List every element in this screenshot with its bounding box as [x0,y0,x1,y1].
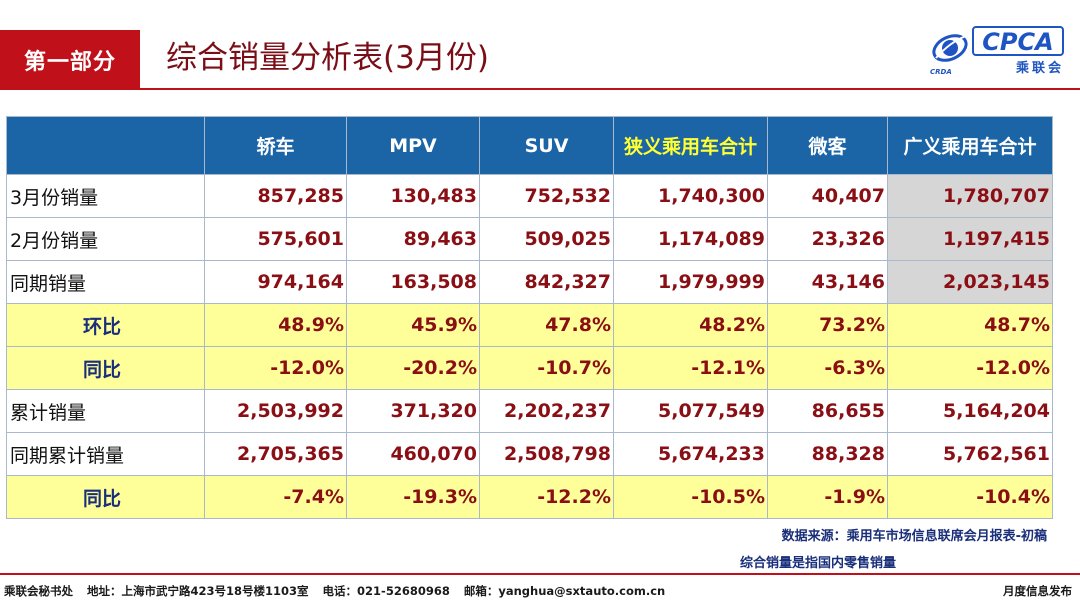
table-cell: 2,202,237 [479,389,614,433]
footer-monthly-release: 月度信息发布 [1003,584,1072,598]
column-header: 狭义乘用车合计 [613,116,768,175]
table-cell: 5,762,561 [887,432,1053,476]
table-cell: -12.0% [204,346,347,390]
table-cell: 5,674,233 [613,432,768,476]
table-cell: 88,328 [767,432,888,476]
table-cell: -12.2% [479,475,614,519]
table-row: 同比 -12.0% -20.2% -10.7% -12.1% -6.3% -12… [6,346,1053,390]
footer-divider [0,573,1080,575]
table-cell: 43,146 [767,260,888,304]
definition-note: 综合销量是指国内零售销量 [740,556,897,571]
column-header: 轿车 [204,116,347,175]
table-cell: 2,503,992 [204,389,347,433]
table-cell: 163,508 [346,260,480,304]
logo-text: CPCA [972,26,1064,56]
table-cell: 47.8% [479,303,614,347]
table-row: 同期累计销量 2,705,365 460,070 2,508,798 5,674… [6,432,1053,476]
table-cell: -10.4% [887,475,1053,519]
footer-address: 地址：上海市武宁路423号18号楼1103室 [87,584,309,598]
table-cell: -12.0% [887,346,1053,390]
table-cell: 23,326 [767,217,888,261]
row-label: 同期销量 [6,260,205,304]
table-cell: 48.7% [887,303,1053,347]
table-cell: 45.9% [346,303,480,347]
table-row: 环比 48.9% 45.9% 47.8% 48.2% 73.2% 48.7% [6,303,1053,347]
table-cell: 48.2% [613,303,768,347]
table-cell: 1,174,089 [613,217,768,261]
column-header: MPV [346,116,480,175]
table-cell: 2,023,145 [887,260,1053,304]
table-row: 同期销量 974,164 163,508 842,327 1,979,999 4… [6,260,1053,304]
table-cell: 1,979,999 [613,260,768,304]
table-row: 累计销量 2,503,992 371,320 2,202,237 5,077,5… [6,389,1053,433]
table-cell: 509,025 [479,217,614,261]
footer-phone: 电话：021-52680968 [322,584,450,598]
table-cell: -19.3% [346,475,480,519]
row-label: 2月份销量 [6,217,205,261]
table-cell: 371,320 [346,389,480,433]
table-cell: 752,532 [479,174,614,218]
table-cell: 2,705,365 [204,432,347,476]
section-label: 第一部分 [23,50,116,75]
row-label: 累计销量 [6,389,205,433]
column-header: SUV [479,116,614,175]
row-label: 同期累计销量 [6,432,205,476]
table-cell: 130,483 [346,174,480,218]
table-cell: -6.3% [767,346,888,390]
table-cell: 48.9% [204,303,347,347]
table-row: 同比 -7.4% -19.3% -12.2% -10.5% -1.9% -10.… [6,475,1053,519]
data-source-note: 数据来源：乘用车市场信息联席会月报表-初稿 [781,529,1047,544]
page-title: 综合销量分析表(3月份) [166,40,489,76]
footer-org: 乘联会秘书处 [4,584,73,598]
table-cell: 857,285 [204,174,347,218]
table-cell: 974,164 [204,260,347,304]
table-row: 2月份销量 575,601 89,463 509,025 1,174,089 2… [6,217,1053,261]
column-header: 微客 [767,116,888,175]
table-cell: 842,327 [479,260,614,304]
table-cell: -20.2% [346,346,480,390]
logo-small-text: CRDA [930,68,952,76]
table-cell: -1.9% [767,475,888,519]
header-divider [0,88,1080,90]
section-tab: 第一部分 [0,30,140,90]
table-header-row: 轿车 MPV SUV 狭义乘用车合计 微客 广义乘用车合计 [6,116,1053,175]
table-cell: 89,463 [346,217,480,261]
table-cell: 1,780,707 [887,174,1053,218]
table-cell: 5,164,204 [887,389,1053,433]
table-cell: 73.2% [767,303,888,347]
table-row: 3月份销量 857,285 130,483 752,532 1,740,300 … [6,174,1053,218]
cpca-logo: CPCA 乘联会 CRDA [930,26,1066,76]
logo-cn-text: 乘联会 [1015,61,1064,76]
column-header [6,116,205,175]
table-cell: -7.4% [204,475,347,519]
column-header: 广义乘用车合计 [887,116,1053,175]
footer-email: 邮箱：yanghua@sxtauto.com.cn [463,584,666,598]
row-label: 环比 [6,303,205,347]
table-cell: 1,197,415 [887,217,1053,261]
table-cell: 460,070 [346,432,480,476]
footer-info: 乘联会秘书处 地址：上海市武宁路423号18号楼1103室 电话：021-526… [4,583,675,599]
table-cell: -10.7% [479,346,614,390]
table-cell: -12.1% [613,346,768,390]
table-cell: 40,407 [767,174,888,218]
table-cell: 1,740,300 [613,174,768,218]
row-label: 同比 [6,346,205,390]
table-cell: 5,077,549 [613,389,768,433]
table-cell: 86,655 [767,389,888,433]
row-label: 同比 [6,475,205,519]
logo-emblem-icon [932,34,968,62]
table-cell: 2,508,798 [479,432,614,476]
sales-table: 轿车 MPV SUV 狭义乘用车合计 微客 广义乘用车合计 3月份销量 857,… [6,116,1053,519]
table-cell: -10.5% [613,475,768,519]
row-label: 3月份销量 [6,174,205,218]
table-cell: 575,601 [204,217,347,261]
